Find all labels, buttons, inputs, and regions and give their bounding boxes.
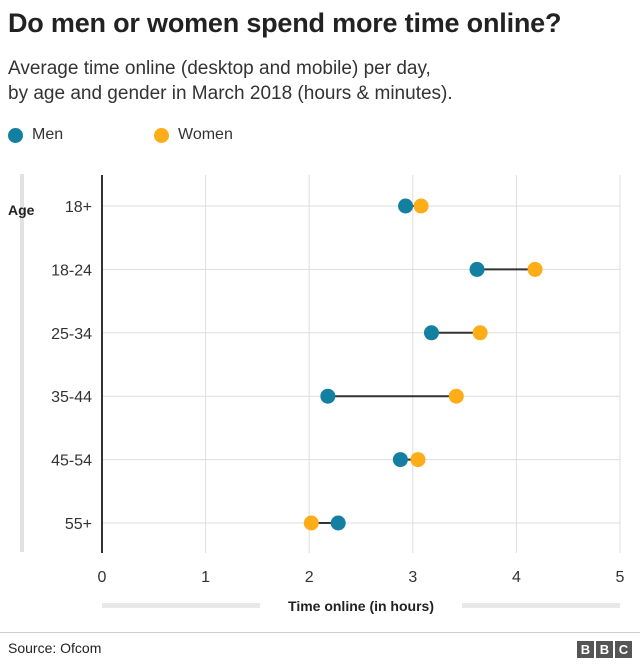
women-point — [303, 515, 319, 531]
bbc-logo: B B C — [577, 641, 632, 658]
x-tick-label: 5 — [616, 569, 625, 586]
y-axis-bar — [20, 174, 24, 552]
men-point — [392, 452, 408, 468]
women-point — [410, 452, 426, 468]
men-point — [330, 515, 346, 531]
source-note: Source: Ofcom — [8, 640, 102, 656]
legend-label-women: Women — [178, 126, 233, 143]
bbc-logo-letter: B — [596, 641, 613, 658]
women-point — [472, 325, 488, 341]
y-tick-label: 25-34 — [51, 326, 92, 343]
y-tick-label: 18+ — [65, 199, 92, 216]
x-tick-label: 2 — [305, 569, 314, 586]
women-point — [413, 198, 429, 214]
men-point — [469, 261, 485, 277]
x-axis-title: Time online (in hours) — [288, 598, 434, 614]
legend-dot-men — [8, 128, 23, 143]
x-tick-label: 3 — [408, 569, 417, 586]
legend-dot-women — [154, 128, 169, 143]
x-axis-title-bar-left — [102, 603, 260, 608]
men-point — [423, 325, 439, 341]
legend-label-men: Men — [32, 126, 64, 143]
men-point — [320, 388, 336, 404]
bbc-logo-letter: C — [615, 641, 632, 658]
x-tick-label: 4 — [512, 569, 521, 586]
women-point — [448, 388, 464, 404]
y-tick-label: 55+ — [65, 516, 92, 533]
subtitle-line-2: by age and gender in March 2018 (hours &… — [8, 83, 453, 104]
x-tick-label: 0 — [98, 569, 107, 586]
chart-title: Do men or women spend more time online? — [8, 8, 562, 38]
y-tick-label: 35-44 — [51, 389, 92, 406]
bbc-logo-letter: B — [577, 641, 594, 658]
y-axis-title: Age — [8, 202, 35, 218]
x-tick-label: 1 — [201, 569, 210, 586]
men-point — [398, 198, 414, 214]
y-tick-label: 45-54 — [51, 453, 92, 470]
dumbbell-chart: Age 18+ 18-24 25-34 35-44 45-54 55+ 0 1 2 3 4 5 Time … — [8, 174, 625, 614]
chart-subtitle: Average time online (desktop and mobile)… — [8, 56, 628, 106]
x-axis-title-bar-right — [462, 603, 620, 608]
y-tick-label: 18-24 — [51, 262, 92, 279]
subtitle-line-1: Average time online (desktop and mobile)… — [8, 58, 431, 79]
footer-divider — [0, 632, 640, 633]
women-point — [527, 261, 543, 277]
